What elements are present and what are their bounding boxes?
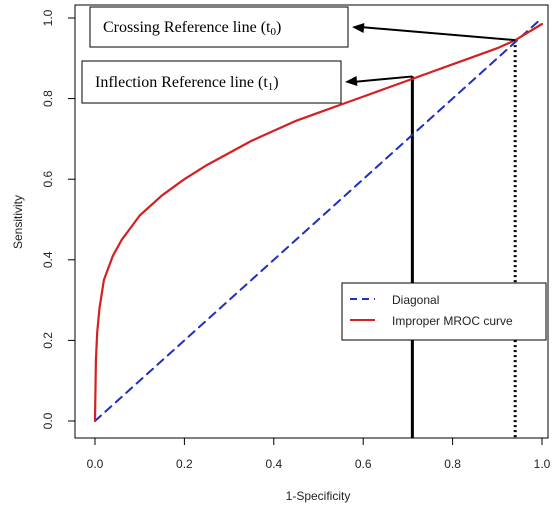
reference-lines (410, 40, 517, 438)
arrow-head-inflection (345, 76, 358, 86)
legend-label-mroc: Improper MROC curve (392, 314, 513, 328)
arrow-head-crossing (352, 22, 365, 33)
arrow-line-crossing (359, 26, 516, 42)
x-tick-label: 1.0 (534, 457, 551, 471)
series-line-diagonal (94, 17, 543, 422)
series-line-mroc (93, 22, 544, 423)
y-tick-label: 1.0 (41, 9, 55, 26)
series-layer (93, 17, 544, 423)
x-tick-label: 0.4 (265, 457, 282, 471)
legend-box (341, 282, 547, 341)
annotation-text-crossing: Crossing Reference line (t0) (103, 19, 281, 38)
y-tick-label: 0.8 (41, 90, 55, 107)
legend: Diagonal Improper MROC curve (341, 282, 547, 341)
y-tick-label: 0.2 (41, 332, 55, 349)
legend-label-diagonal: Diagonal (392, 293, 439, 307)
x-axis-title: 1-Specificity (286, 489, 351, 503)
annotations: Crossing Reference line (t0) Inflection … (81, 6, 516, 104)
y-tick-label: 0.0 (41, 412, 55, 429)
x-tick-label: 0.6 (355, 457, 372, 471)
axes: 0.0 0.2 0.4 0.6 0.8 1.0 0.0 0.2 0.4 0.6 0.8 1.0 1-Sp… (11, 4, 551, 503)
annotation-box-inflection (81, 60, 342, 104)
annotation-arrows (345, 22, 516, 86)
plot-frame (74, 4, 549, 439)
x-tick-label: 0.2 (176, 457, 193, 471)
x-tick-label: 0.8 (444, 457, 461, 471)
arrow-line-inflection (352, 75, 413, 83)
annotation-box-crossing (89, 6, 349, 48)
annotation-text-inflection: Inflection Reference line (t1) (95, 74, 279, 93)
y-tick-label: 0.6 (41, 171, 55, 188)
y-axis-title: Sensitivity (11, 195, 25, 249)
y-tick-label: 0.4 (41, 251, 55, 268)
x-tick-label: 0.0 (87, 457, 104, 471)
